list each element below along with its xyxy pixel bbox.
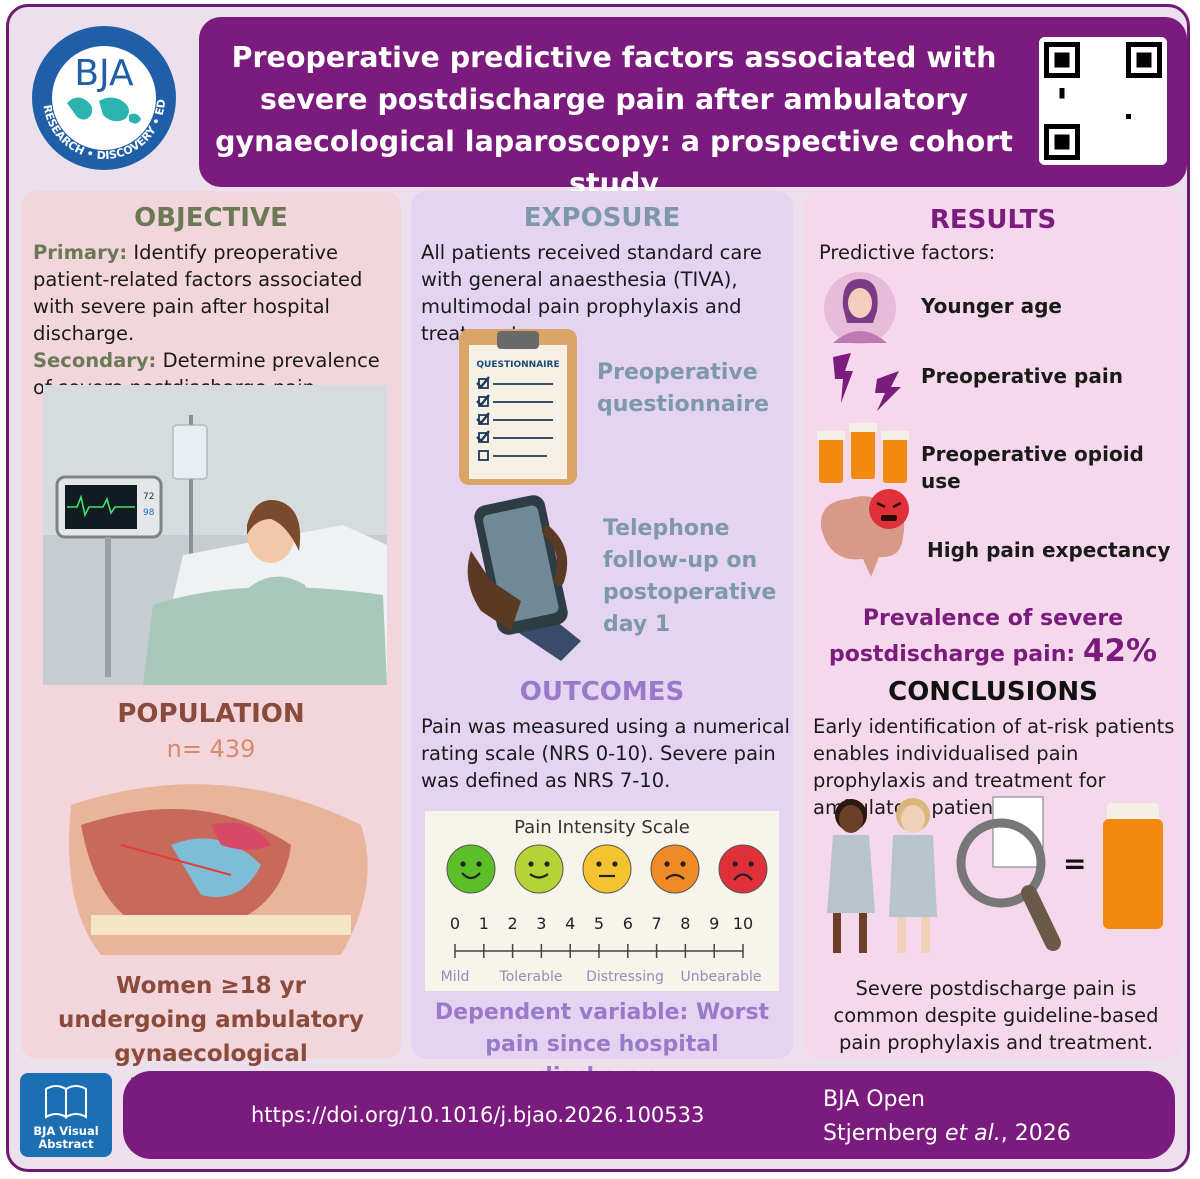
opioid-pill-bottles-icon xyxy=(817,423,909,483)
questionnaire-label: Preoperative questionnaire xyxy=(597,360,770,417)
pain-face-icon xyxy=(650,844,700,894)
pain-scale-number: 9 xyxy=(709,914,719,933)
phone-in-hand-icon xyxy=(467,495,581,661)
bja-logo: RESEARCH • DISCOVERY • EDUCATION BJA xyxy=(29,23,176,170)
primary-text: Identify preoperative patient-related fa… xyxy=(33,241,363,345)
factor-opioid-use: Preoperative opioid use xyxy=(921,442,1144,493)
questionnaire-card-title: QUESTIONNAIRE xyxy=(476,360,559,370)
year: , 2026 xyxy=(1000,1121,1071,1146)
footer-banner: https://doi.org/10.1016/j.bjao.2026.1005… xyxy=(123,1071,1175,1159)
pain-scale-number: 6 xyxy=(623,914,633,933)
pain-scale-category: Distressing xyxy=(586,969,664,985)
monitor-hr: 72 xyxy=(143,492,154,502)
citation: BJA Open Stjernberg et al., 2026 xyxy=(823,1083,1071,1151)
exposure-text: All patients received standard care with… xyxy=(421,241,762,345)
logo-letters: BJA xyxy=(74,53,134,94)
page-title: Preoperative predictive factors associat… xyxy=(215,41,1013,200)
open-book-icon xyxy=(45,1085,87,1119)
phone-label: Telephone follow-up on postoperative day… xyxy=(603,516,777,637)
population-count: n= 439 xyxy=(166,735,256,763)
bja-visual-abstract-badge: BJA Visual Abstract xyxy=(20,1073,112,1157)
pain-intensity-scale: Pain Intensity Scale 0 1 2 3 4 5 6 7 8 9 10 Mild To… xyxy=(425,811,779,991)
pain-scale-number: 2 xyxy=(508,914,518,933)
objective-heading: OBJECTIVE xyxy=(134,203,288,233)
results-intro: Predictive factors: xyxy=(819,241,996,264)
pain-scale-category: Unbearable xyxy=(681,969,762,985)
prevalence-label: Prevalence of severe postdischarge pain: xyxy=(828,606,1124,667)
objective-population-panel: OBJECTIVE Primary: Identify preoperative… xyxy=(21,191,401,1101)
conclusions-heading: CONCLUSIONS xyxy=(888,677,1098,707)
et-al: et al. xyxy=(944,1121,1001,1146)
pain-scale-number: 1 xyxy=(479,914,489,933)
questionnaire-clipboard-icon: QUESTIONNAIRE xyxy=(459,329,577,485)
pain-face-icon xyxy=(514,844,564,894)
factor-preoperative-pain: Preoperative pain xyxy=(921,364,1123,388)
objective-text: Primary: Identify preoperative patient-r… xyxy=(33,239,393,401)
pain-scale-number: 5 xyxy=(594,914,604,933)
pain-scale-number: 7 xyxy=(652,914,662,933)
young-woman-icon xyxy=(824,272,896,344)
prevalence: Prevalence of severe postdischarge pain:… xyxy=(823,603,1163,671)
secondary-label: Secondary: xyxy=(33,349,157,372)
pain-scale-category: Mild xyxy=(441,969,470,985)
brain-angry-face-icon xyxy=(820,489,909,577)
results-conclusions-panel: RESULTS Predictive factors: Younger age … xyxy=(803,191,1183,1059)
outcomes-heading: OUTCOMES xyxy=(519,677,685,707)
author-line: Stjernberg et al., 2026 xyxy=(823,1117,1071,1151)
hospital-bed-illustration: 72 98 xyxy=(43,385,387,685)
monitor-spo2: 98 xyxy=(143,508,155,518)
factor-pain-expectancy: High pain expectancy xyxy=(927,538,1171,562)
pain-scale-number: 10 xyxy=(733,914,753,933)
exposure-outcomes-panel: EXPOSURE All patients received standard … xyxy=(411,191,793,1089)
pain-scale-number: 3 xyxy=(536,914,546,933)
exposure-heading: EXPOSURE xyxy=(523,203,681,233)
qr-code-icon[interactable] xyxy=(1039,37,1167,165)
patients-magnifier-pill-illustration: = xyxy=(827,796,1163,953)
factor-younger-age: Younger age xyxy=(921,294,1062,318)
prevalence-value: 42% xyxy=(1082,633,1158,669)
pain-lightning-icon xyxy=(833,353,901,411)
population-heading: POPULATION xyxy=(117,699,305,729)
doi-link[interactable]: https://doi.org/10.1016/j.bjao.2026.1005… xyxy=(251,1103,705,1127)
title-banner: Preoperative predictive factors associat… xyxy=(199,17,1187,200)
journal-name: BJA Open xyxy=(823,1087,925,1112)
pain-scale-number: 4 xyxy=(565,914,575,933)
author-name: Stjernberg xyxy=(823,1121,938,1146)
results-heading: RESULTS xyxy=(929,205,1057,235)
conclusions-note: Severe postdischarge pain is common desp… xyxy=(833,977,1159,1054)
primary-label: Primary: xyxy=(33,241,128,264)
pain-face-icon xyxy=(446,844,496,894)
equals-sign: = xyxy=(1063,847,1086,880)
pain-face-icon xyxy=(718,844,768,894)
pain-scale-number: 8 xyxy=(680,914,690,933)
badge-label: BJA Visual Abstract xyxy=(33,1124,99,1151)
pain-scale-category: Tolerable xyxy=(499,969,563,985)
pelvic-anatomy-illustration xyxy=(69,784,368,955)
pain-scale-number: 0 xyxy=(450,914,460,933)
outcomes-text: Pain was measured using a numerical rati… xyxy=(421,715,790,792)
pain-scale-title: Pain Intensity Scale xyxy=(514,817,690,838)
infographic-frame: RESEARCH • DISCOVERY • EDUCATION BJA Pre… xyxy=(6,4,1190,1172)
pain-face-icon xyxy=(582,844,632,894)
